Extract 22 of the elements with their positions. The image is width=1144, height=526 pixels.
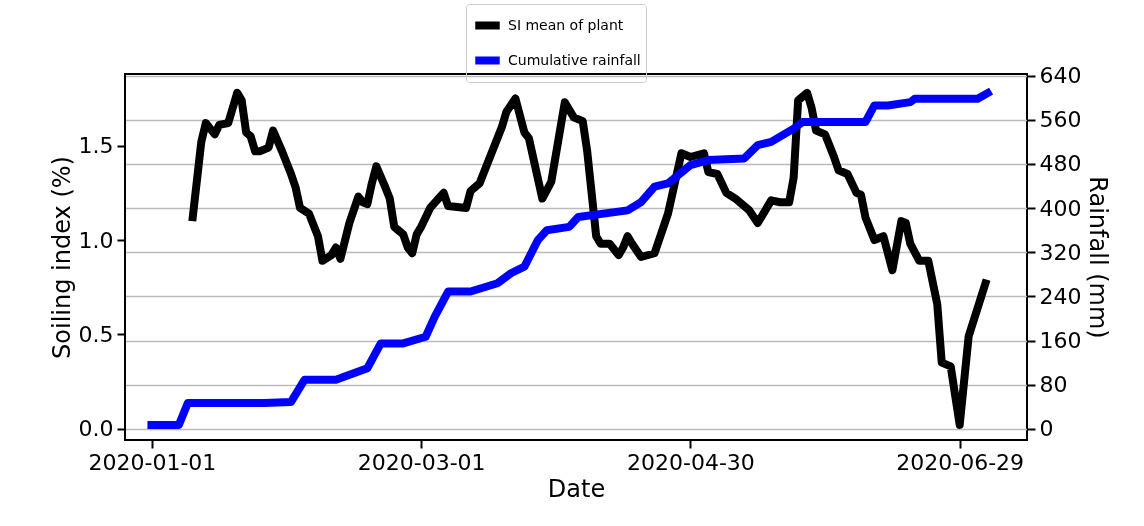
x-tick-label: 2020-03-01 [357, 449, 486, 475]
legend-label: Cumulative rainfall [508, 51, 641, 68]
y2-tick-label: 560 [1039, 107, 1082, 133]
y-tick-label: 0.0 [78, 416, 114, 442]
x-axis-title: Date [547, 474, 606, 503]
y-tick-label: 1.5 [78, 133, 114, 159]
legend-label: SI mean of plant [508, 16, 624, 33]
y-tick-label: 1.0 [78, 227, 114, 253]
y-axis-title: Soiling index (%) [47, 156, 76, 359]
y2-tick-label: 640 [1039, 63, 1082, 89]
y-tick-label: 0.5 [78, 321, 114, 347]
y2-tick-label: 0 [1039, 416, 1054, 442]
y2-tick-label: 240 [1039, 283, 1082, 309]
y2-tick-label: 320 [1039, 239, 1082, 265]
y2-axis-title: Rainfall (mm) [1084, 176, 1113, 339]
y2-tick-label: 400 [1039, 195, 1082, 221]
x-tick-label: 2020-06-29 [896, 449, 1025, 475]
x-tick-label: 2020-04-30 [627, 449, 755, 475]
x-tick-label: 2020-01-01 [88, 449, 217, 475]
y2-tick-label: 80 [1039, 372, 1068, 398]
y2-tick-label: 480 [1039, 151, 1082, 177]
y2-tick-label: 160 [1039, 328, 1082, 354]
